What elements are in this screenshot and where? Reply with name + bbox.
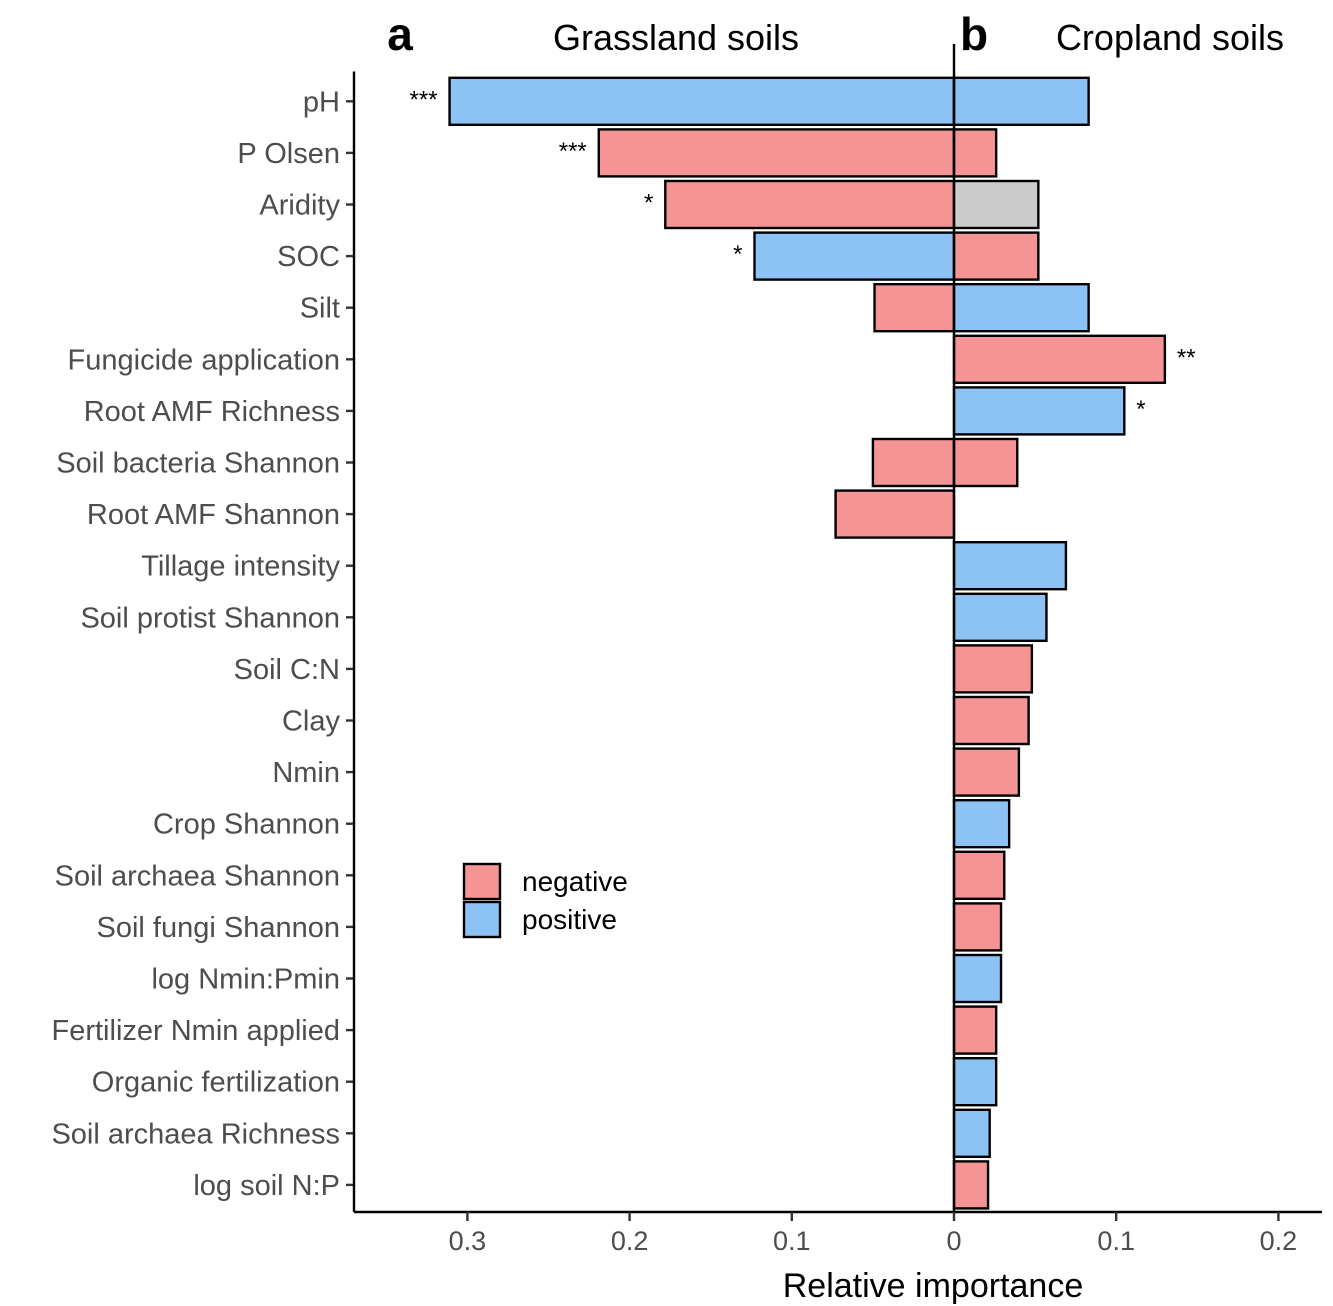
- y-label-soil-bacteria-shannon: Soil bacteria Shannon: [56, 448, 340, 480]
- y-axis-labels: pH P Olsen Aridity SOC Silt Fungicide applica…: [51, 86, 340, 1202]
- y-label-ph: pH: [303, 86, 340, 118]
- bar-b-log-soil-n-p: [952, 1160, 990, 1210]
- y-label-soil-protist-shannon: Soil protist Shannon: [80, 602, 340, 634]
- axes: [346, 44, 1322, 1214]
- x-tick-label-a-1: 0.2: [611, 1226, 649, 1256]
- y-label-soil-fungi-shannon: Soil fungi Shannon: [97, 912, 340, 944]
- y-label-log-nmin-pmin: log Nmin:Pmin: [151, 964, 340, 996]
- bar-b-soil-protist-shannon: [952, 592, 1048, 642]
- bar-b-fertilizer-nmin-applied: [952, 1005, 998, 1055]
- bar-a-root-amf-shannon: [834, 489, 956, 539]
- bar-a-ph: [448, 76, 956, 127]
- significance-a-p-olsen: ***: [559, 138, 587, 165]
- x-tick-label-b-2: 0.2: [1260, 1226, 1298, 1256]
- bar-b-crop-shannon: [952, 799, 1011, 849]
- bar-b-log-nmin-pmin: [952, 953, 1003, 1004]
- significance-a-ph: ***: [410, 86, 438, 113]
- y-label-root-amf-richness: Root AMF Richness: [84, 396, 340, 428]
- significance-b-fungicide-application: **: [1177, 344, 1196, 371]
- bar-b-soil-archaea-shannon: [952, 850, 1006, 900]
- legend-label-negative: negative: [522, 866, 628, 897]
- x-axis-ticks: 0.3 0.2 0.1 0 0.1 0.2: [449, 1212, 1298, 1256]
- panel-b-letter: b: [960, 8, 988, 60]
- y-label-silt: Silt: [300, 293, 340, 325]
- panel-a-letter: a: [387, 8, 413, 60]
- bar-b-soil-c-n: [952, 644, 1034, 694]
- significance-layer: ***********: [410, 86, 1196, 423]
- y-label-nmin: Nmin: [272, 757, 340, 789]
- x-axis-title: Relative importance: [783, 1267, 1083, 1305]
- panel-b-title: Cropland soils: [1056, 17, 1284, 58]
- significance-b-root-amf-richness: *: [1136, 396, 1145, 423]
- x-tick-label-a-2: 0.1: [773, 1226, 811, 1256]
- bar-b-soil-archaea-richness: [952, 1108, 991, 1159]
- significance-a-soc: *: [733, 241, 742, 268]
- x-tick-label-a-0: 0.3: [449, 1226, 487, 1256]
- y-label-crop-shannon: Crop Shannon: [153, 809, 340, 841]
- y-label-soil-archaea-richness: Soil archaea Richness: [51, 1118, 340, 1150]
- legend-swatch-negative: [462, 862, 502, 901]
- bar-b-soil-bacteria-shannon: [952, 437, 1019, 488]
- y-label-organic-fertilization: Organic fertilization: [92, 1067, 340, 1099]
- legend-swatch-positive: [462, 900, 502, 939]
- y-label-p-olsen: P Olsen: [237, 138, 340, 170]
- y-label-fungicide-application: Fungicide application: [68, 344, 340, 376]
- significance-a-aridity: *: [644, 190, 653, 217]
- bar-a-aridity: [664, 179, 956, 230]
- y-label-log-soil-n-p: log soil N:P: [193, 1170, 340, 1202]
- y-label-soil-c-n: Soil C:N: [234, 654, 340, 686]
- bar-b-soil-fungi-shannon: [952, 902, 1003, 952]
- bar-a-soil-bacteria-shannon: [871, 437, 956, 488]
- bar-b-fungicide-application: [952, 334, 1167, 384]
- bar-b-nmin: [952, 747, 1021, 797]
- y-label-tillage-intensity: Tillage intensity: [141, 551, 340, 583]
- bars-layer: [448, 76, 1167, 1210]
- y-label-clay: Clay: [282, 706, 341, 738]
- legend: negative positive: [462, 862, 628, 939]
- bar-b-tillage-intensity: [952, 541, 1068, 591]
- y-label-soc: SOC: [277, 241, 340, 273]
- y-label-fertilizer-nmin-applied: Fertilizer Nmin applied: [52, 1015, 341, 1047]
- bar-b-clay: [952, 695, 1030, 746]
- bar-b-aridity: [952, 179, 1040, 230]
- bar-b-organic-fertilization: [952, 1056, 998, 1107]
- y-label-root-amf-shannon: Root AMF Shannon: [87, 499, 340, 531]
- bar-a-silt: [873, 283, 956, 333]
- bar-b-silt: [952, 283, 1090, 333]
- bar-a-p-olsen: [597, 128, 956, 178]
- bar-b-root-amf-richness: [952, 386, 1126, 436]
- x-tick-label-b-1: 0.1: [1097, 1226, 1135, 1256]
- legend-label-positive: positive: [522, 904, 617, 935]
- bar-a-soc: [753, 231, 956, 281]
- x-tick-label-a-3: 0: [946, 1226, 961, 1256]
- bar-b-soc: [952, 231, 1040, 281]
- panel-a-title: Grassland soils: [553, 17, 799, 58]
- bar-b-p-olsen: [952, 128, 998, 178]
- y-label-soil-archaea-shannon: Soil archaea Shannon: [55, 860, 340, 892]
- y-label-aridity: Aridity: [259, 190, 340, 222]
- bar-b-ph: [952, 76, 1090, 127]
